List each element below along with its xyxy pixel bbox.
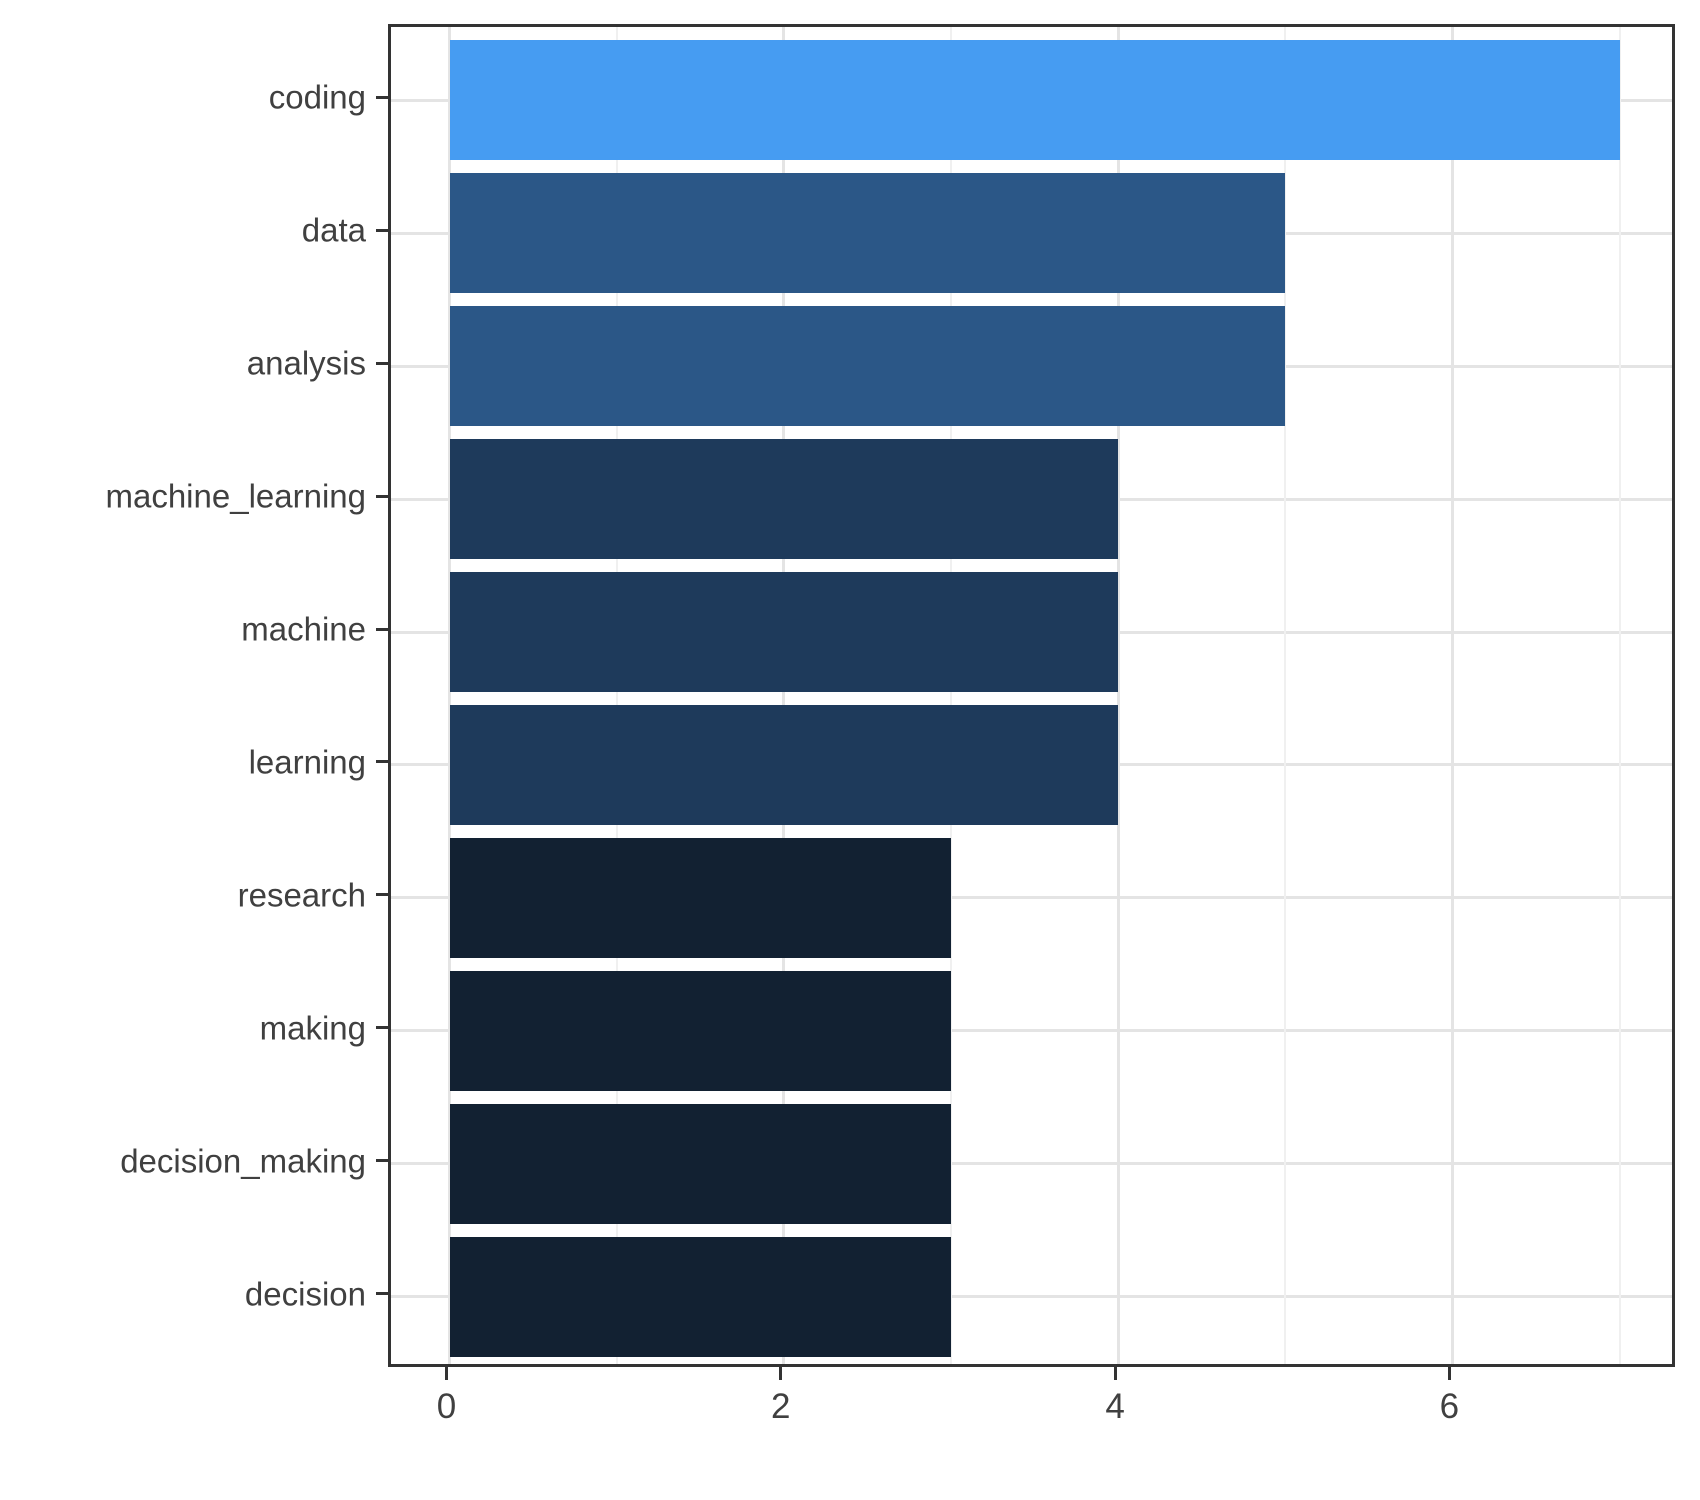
x-axis-tick [445, 1367, 448, 1380]
bar-coding [449, 40, 1620, 160]
major-gridline-horizontal [391, 896, 1672, 900]
y-axis-label-making: making [259, 1009, 366, 1047]
major-gridline-vertical [1116, 27, 1120, 1364]
bar-decision_making [449, 1104, 951, 1224]
y-axis-tick [376, 1026, 388, 1030]
bar-machine [449, 572, 1119, 692]
major-gridline-vertical [1450, 27, 1454, 1364]
plot-area [391, 27, 1672, 1364]
major-gridline-horizontal [391, 1162, 1672, 1166]
minor-gridline-vertical [1284, 27, 1287, 1364]
bar-machine_learning [449, 439, 1119, 559]
bar-research [449, 838, 951, 958]
x-axis-label-2: 2 [771, 1387, 791, 1426]
y-axis-label-analysis: analysis [246, 344, 366, 382]
minor-gridline-vertical [1618, 27, 1621, 1364]
major-gridline-horizontal [391, 1295, 1672, 1299]
x-axis-tick [1113, 1367, 1117, 1380]
x-axis-label-4: 4 [1105, 1387, 1125, 1426]
bar-analysis [449, 306, 1286, 426]
y-axis-tick [376, 1159, 388, 1163]
bar-data [449, 173, 1286, 293]
bar-making [449, 971, 951, 1091]
y-axis-label-machine: machine [241, 610, 366, 648]
x-axis-label-0: 0 [436, 1387, 457, 1426]
bar-learning [449, 705, 1119, 825]
y-axis-tick [376, 494, 388, 498]
x-axis-tick [1447, 1367, 1451, 1380]
y-axis-tick [376, 361, 388, 365]
bar-decision [449, 1237, 951, 1357]
major-gridline-horizontal [391, 1029, 1672, 1033]
y-axis-tick [376, 760, 388, 764]
minor-gridline-vertical [615, 27, 618, 1364]
y-axis-tick [376, 95, 388, 99]
y-axis-label-decision_making: decision_making [120, 1142, 366, 1180]
y-axis-label-learning: learning [248, 743, 366, 781]
minor-gridline-vertical [949, 27, 952, 1364]
x-axis-tick [779, 1367, 783, 1380]
x-axis-label-6: 6 [1439, 1387, 1460, 1426]
y-axis-tick [376, 228, 388, 232]
y-axis-label-data: data [301, 211, 366, 249]
y-axis-label-machine_learning: machine_learning [105, 477, 366, 515]
major-gridline-vertical [782, 27, 786, 1364]
y-axis-label-coding: coding [268, 78, 366, 116]
y-axis-label-decision: decision [244, 1275, 366, 1313]
y-axis-tick [376, 893, 388, 897]
y-axis-tick [376, 627, 388, 631]
major-gridline-vertical [448, 27, 451, 1364]
plot-panel [388, 24, 1675, 1367]
y-axis-tick [376, 1292, 388, 1296]
y-axis-label-research: research [237, 876, 366, 914]
